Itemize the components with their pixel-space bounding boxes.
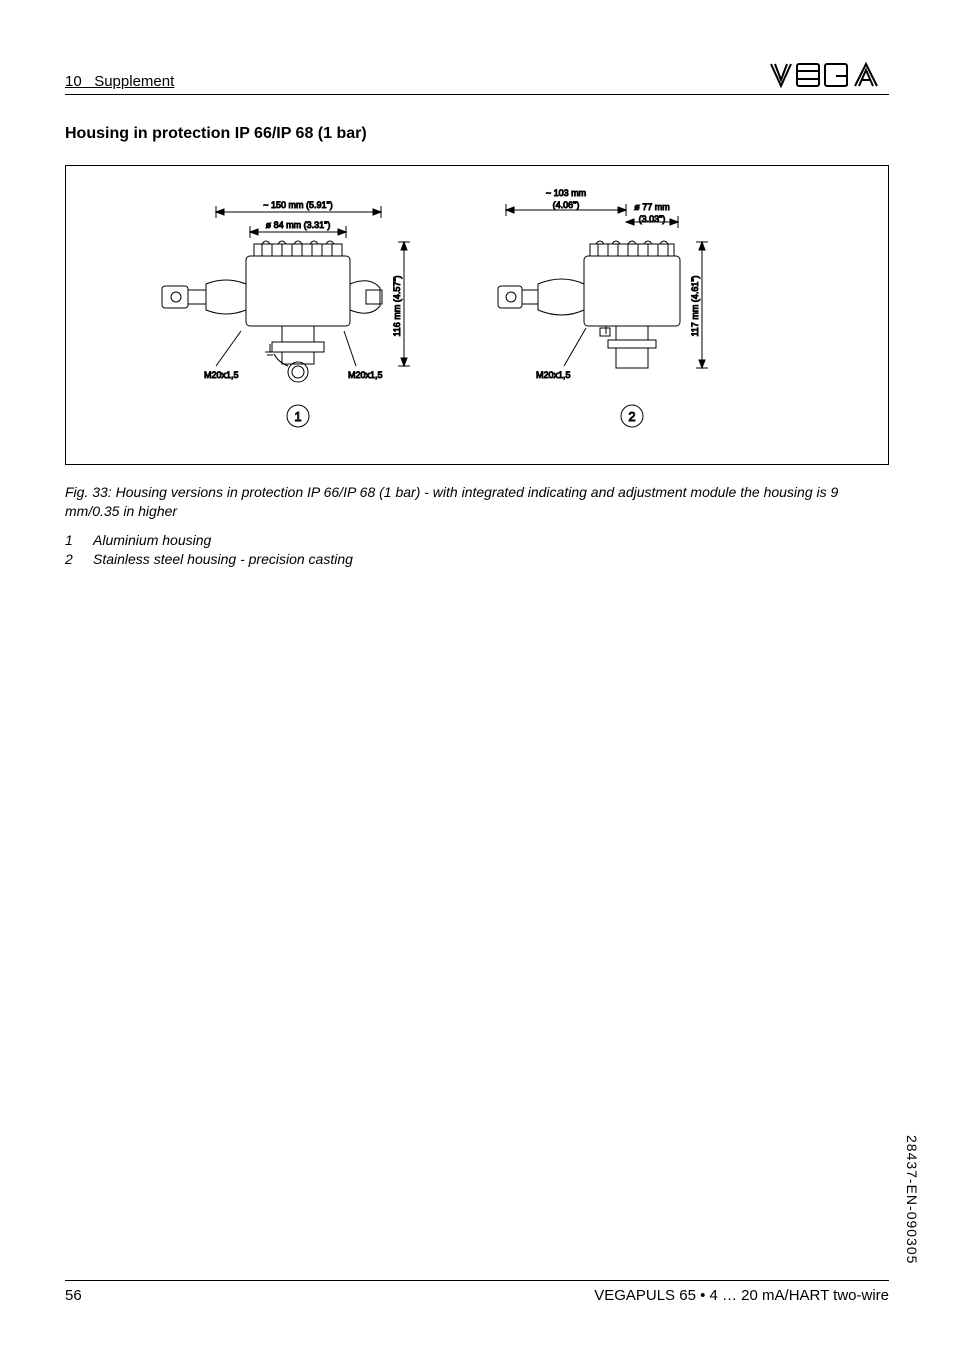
h2-thread: M20x1,5: [536, 370, 571, 380]
chapter-label: 10 Supplement: [65, 73, 174, 90]
page-number: 56: [65, 1287, 82, 1304]
h2-height-label: 117 mm (4.61"): [690, 275, 700, 336]
chapter-title: Supplement: [94, 73, 174, 90]
figure-box: ~ 150 mm (5.91") ø 84 mm (3.31"): [65, 165, 889, 465]
h2-circled-num: 2: [628, 409, 635, 424]
h1-width-label: ~ 150 mm (5.91"): [263, 200, 332, 210]
h1-circled-num: 1: [294, 409, 301, 424]
housing-2-drawing: ~ 103 mm (4.06") ø 77 mm (3.03"): [498, 188, 708, 427]
legend-row-1: 1 Aluminium housing: [65, 531, 889, 550]
h2-dia-sub: (3.03"): [639, 214, 666, 224]
h1-thread-right: M20x1,5: [348, 370, 383, 380]
h2-width-sub: (4.06"): [553, 200, 580, 210]
housing-1-drawing: ~ 150 mm (5.91") ø 84 mm (3.31"): [162, 200, 410, 427]
h2-width-label: ~ 103 mm: [546, 188, 586, 198]
h1-thread-left: M20x1,5: [204, 370, 239, 380]
document-number: 28437-EN-090305: [904, 1135, 920, 1264]
vega-logo-icon: [769, 60, 889, 90]
h1-dia-label: ø 84 mm (3.31"): [266, 220, 331, 230]
product-line: VEGAPULS 65 • 4 … 20 mA/HART two-wire: [594, 1287, 889, 1304]
figure-legend: 1 Aluminium housing 2 Stainless steel ho…: [65, 531, 889, 569]
legend-text-1: Aluminium housing: [93, 531, 211, 550]
legend-num-1: 1: [65, 531, 93, 550]
chapter-number: 10: [65, 73, 82, 90]
h1-height-label: 116 mm (4.57"): [392, 275, 402, 336]
section-heading: Housing in protection IP 66/IP 68 (1 bar…: [65, 125, 889, 143]
legend-num-2: 2: [65, 550, 93, 569]
figure-caption: Fig. 33: Housing versions in protection …: [65, 483, 889, 521]
legend-row-2: 2 Stainless steel housing - precision ca…: [65, 550, 889, 569]
page-footer: 56 VEGAPULS 65 • 4 … 20 mA/HART two-wire: [65, 1280, 889, 1304]
page-header: 10 Supplement: [65, 60, 889, 95]
h2-dia-label: ø 77 mm: [634, 202, 670, 212]
legend-text-2: Stainless steel housing - precision cast…: [93, 550, 353, 569]
